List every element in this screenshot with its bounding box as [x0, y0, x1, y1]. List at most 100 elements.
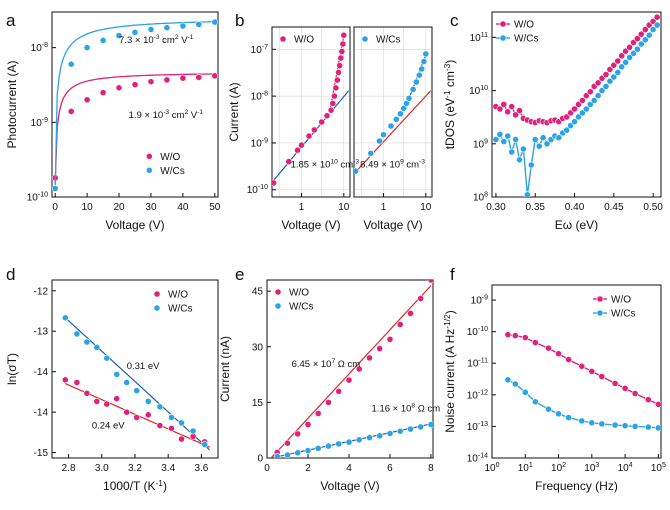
data-point [630, 50, 637, 57]
plot-frame-c [491, 11, 662, 198]
x-tick-label-part: 3.4 [161, 463, 175, 474]
data-point [115, 32, 123, 39]
data-point [329, 100, 337, 107]
x-tick-label-part: 2 [305, 463, 311, 474]
y-tick-label: 45 [252, 287, 264, 298]
x-tick-label: 3.6 [194, 463, 208, 474]
y-tick-label-part: -10 [38, 192, 48, 199]
annotation-part: 2 [175, 34, 179, 41]
data-point [543, 140, 551, 148]
x-axis-label-part: Eω (eV) [555, 218, 598, 232]
annotation: 1.85 × 1010 cm-3 [291, 158, 360, 170]
legend-f: W/O W/Cs [593, 295, 635, 320]
data-point [618, 63, 626, 71]
legend-label: W/Cs [160, 166, 184, 177]
annotation-part: cm [169, 110, 184, 121]
x-tick-label: 2.8 [62, 463, 76, 474]
annotation-part: 9 [400, 158, 404, 165]
x-axis-label: Voltage (V) [320, 479, 379, 493]
annotation-part: 7 [331, 358, 335, 365]
y-tick-label-part: 10 [251, 138, 263, 149]
data-point [99, 37, 107, 44]
data-point [333, 76, 341, 84]
x-tick-label-part: 1 [381, 202, 387, 213]
data-point [621, 384, 629, 392]
fit-curve [54, 20, 218, 189]
data-point [512, 111, 519, 119]
data-point [294, 146, 301, 154]
data-point [496, 105, 504, 113]
data-point [323, 112, 331, 120]
data-point [103, 400, 111, 408]
data-point [178, 435, 185, 443]
annotation-part: -3 [154, 34, 160, 41]
data-point [67, 60, 75, 68]
data-point [330, 92, 338, 100]
x-axis-label-part: Voltage (V) [320, 479, 379, 493]
legend-d: W/O W/Cs [153, 290, 192, 315]
data-point [304, 421, 312, 428]
legend-label: W/O [289, 288, 309, 299]
y-tick-label: 30 [252, 342, 264, 353]
data-point [641, 26, 649, 33]
data-point [409, 85, 417, 93]
annotation-part: V [179, 35, 189, 46]
data-point [314, 410, 322, 417]
data-point [335, 387, 343, 395]
data-point [565, 414, 572, 421]
annotation-part: -3 [353, 158, 359, 165]
y-tick-label-part: -12 [478, 389, 488, 396]
data-point [516, 107, 523, 114]
data-point [418, 65, 426, 73]
y-axis-label-part: Noise current (A Hz [443, 329, 457, 433]
data-point [338, 48, 346, 55]
annotation: 0.31 eV [127, 361, 160, 372]
data-point [500, 138, 508, 145]
fit-line [270, 285, 432, 458]
data-point [500, 101, 508, 108]
data-point [131, 29, 139, 36]
legend-marker [153, 304, 161, 312]
legend-marker [274, 302, 282, 310]
x-tick-label-part: 10 [551, 463, 563, 474]
data-point [366, 434, 373, 441]
y-tick-label-part: 10 [251, 45, 263, 56]
data-point [61, 376, 69, 384]
data-point [504, 331, 512, 339]
legend-marker [596, 295, 604, 303]
data-point [655, 400, 661, 408]
x-tick-label-part: 0.30 [486, 202, 506, 213]
y-axis-label-part: Current (nA) [218, 336, 232, 402]
y-tick-label-part: 10 [31, 43, 43, 54]
x-tick-label: 20 [113, 202, 125, 213]
data-point [73, 330, 81, 338]
y-axis-label: tDOS (eV-1 cm-3) [442, 60, 457, 150]
data-point [622, 58, 629, 66]
y-tick-label-part: 10 [467, 422, 479, 433]
grid-b2 [354, 27, 432, 197]
data-point [339, 40, 347, 48]
data-point [168, 424, 175, 432]
x-tick-label-part: 1 [299, 202, 305, 213]
data-point [610, 61, 618, 69]
data-point [565, 356, 572, 363]
data-point [355, 365, 363, 373]
data-point [294, 430, 302, 438]
data-point [156, 422, 164, 429]
x-tick-label-part: 4 [629, 462, 633, 469]
data-point [644, 423, 652, 431]
data-point [420, 58, 428, 65]
data-point [386, 335, 394, 343]
x-tick-label-part: 0.40 [565, 202, 585, 213]
panel-d: 2.8 3.0 3.2 3.4 3.6 -12 -13 -14 -14 -15 1000/T (K-… [5, 265, 219, 493]
data-point [133, 387, 141, 394]
x-axis-label: Voltage (V) [363, 218, 422, 232]
x-tick-label: 10 [420, 202, 432, 213]
data-point [168, 414, 175, 421]
y-axis-label-part: Photocurrent (A) [5, 60, 19, 148]
y-tick-label-part: 10 [470, 33, 482, 44]
data-point [621, 422, 629, 430]
data-point [618, 52, 626, 60]
